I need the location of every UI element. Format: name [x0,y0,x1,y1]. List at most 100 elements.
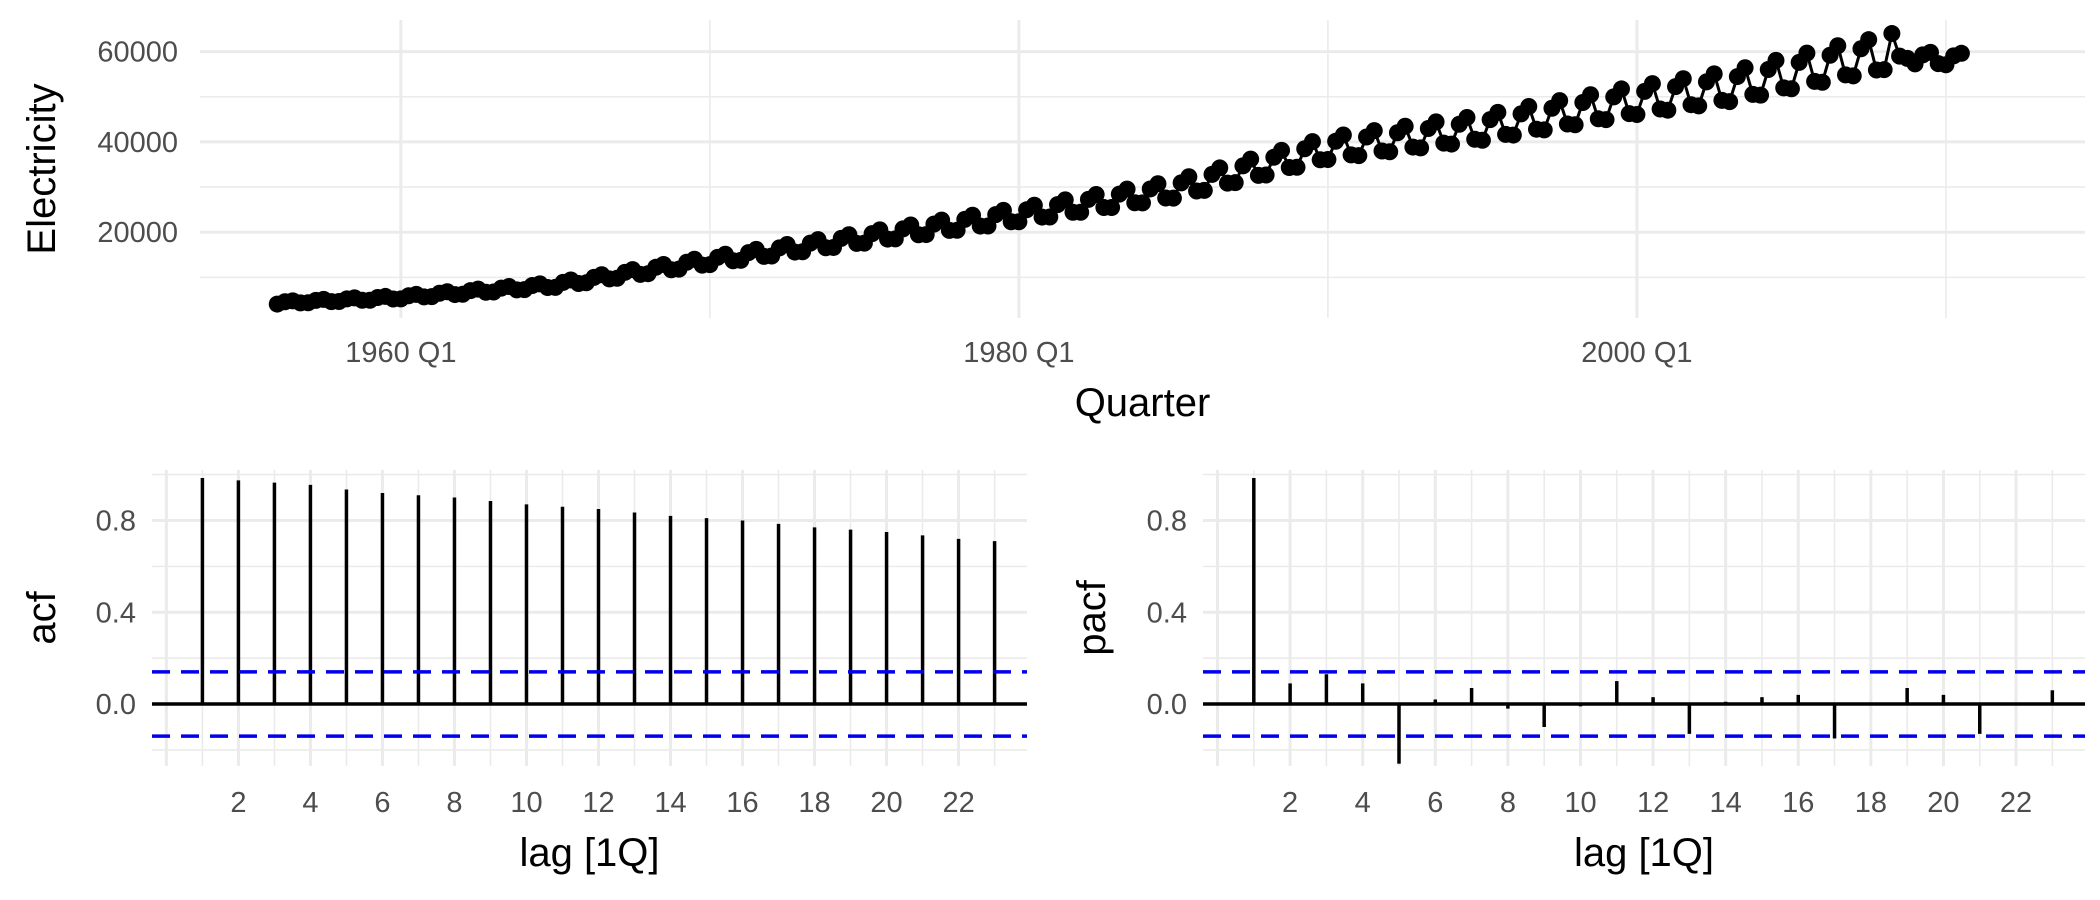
acf-x-tick-labels: 2 4 6 8 10 12 14 16 18 20 22 [230,787,974,819]
data-point [1566,116,1584,134]
acf-y-axis-title: acf [20,590,64,644]
x-tick-label: 8 [1500,787,1516,819]
data-point [1813,73,1831,91]
time-series-y-axis-title: Electricity [20,83,64,254]
x-tick-label: 8 [446,787,462,819]
acf-x-axis-title: lag [1Q] [519,831,659,875]
data-point [1782,80,1800,98]
data-point [1690,97,1708,115]
pacf-x-tick-labels: 2 4 6 8 10 12 14 16 18 20 22 [1282,787,2032,819]
x-tick-label: 16 [1782,787,1814,819]
data-point [1582,86,1600,104]
x-tick-label: 10 [1564,787,1596,819]
data-point [1211,159,1229,177]
data-point [1396,117,1414,135]
time-series-x-axis-title: Quarter [1075,381,1211,425]
pacf-confidence-bounds [1203,670,2085,738]
x-tick-label: 22 [942,787,974,819]
pacf-x-axis-title: lag [1Q] [1574,831,1714,875]
x-tick-label: 12 [1637,787,1669,819]
y-tick-label: 0.8 [1147,505,1187,537]
y-tick-label: 0.8 [96,505,136,537]
data-point [1056,191,1074,209]
data-point [1072,203,1090,221]
y-tick-label: 20000 [97,217,178,249]
data-point [1504,126,1522,144]
data-point [1829,37,1847,55]
data-point [1597,111,1615,129]
data-point [1103,199,1121,217]
data-point [1381,143,1399,161]
data-point [1458,108,1476,126]
pacf-spikes [1252,478,2055,764]
data-point [1767,51,1785,69]
data-point [1535,121,1553,139]
y-tick-label: 60000 [97,37,178,69]
pacf-gridlines [1203,470,2085,766]
data-point [1443,135,1461,153]
x-tick-label: 1960 Q1 [345,337,456,369]
x-tick-label: 6 [1427,787,1443,819]
data-point [1319,151,1337,169]
data-point [1705,65,1723,83]
electricity-time-series-panel: 20000 40000 60000 1960 Q1 1980 Q1 2000 Q1 Qu… [20,20,2085,425]
electricity-series-points [268,25,1970,313]
x-tick-label: 18 [798,787,830,819]
acf-gridlines [152,470,1027,766]
data-point [1752,86,1770,104]
data-point [1628,105,1646,123]
x-tick-label: 20 [1927,787,1959,819]
y-tick-label: 40000 [97,127,178,159]
data-point [1195,181,1213,199]
data-point [1350,147,1368,165]
data-point [1334,126,1352,144]
x-tick-label: 14 [654,787,686,819]
data-point [1674,70,1692,88]
time-series-x-tick-labels: 1960 Q1 1980 Q1 2000 Q1 [345,337,1692,369]
x-tick-label: 6 [374,787,390,819]
data-point [1875,61,1893,79]
data-point [1551,92,1569,110]
data-point [1134,194,1151,212]
data-point [1412,139,1430,157]
data-point [1226,174,1244,192]
data-point [1844,67,1862,85]
data-point [1860,31,1878,49]
data-point [1736,59,1754,77]
data-point [1118,180,1136,198]
y-tick-label: 0.0 [96,689,136,721]
x-tick-label: 4 [302,787,318,819]
data-point [1242,150,1260,168]
x-tick-label: 18 [1855,787,1887,819]
data-point [1473,131,1491,149]
y-tick-label: 0.4 [1147,597,1187,629]
data-point [1273,141,1291,159]
x-tick-label: 12 [582,787,614,819]
data-point [1303,133,1321,151]
time-series-y-tick-labels: 20000 40000 60000 [97,37,178,250]
data-point [1365,122,1383,140]
data-point [1721,93,1739,111]
data-point [1180,168,1198,186]
data-point [1149,175,1167,193]
data-point [1612,80,1630,98]
x-tick-label: 22 [2000,787,2032,819]
data-point [1952,44,1970,62]
pacf-y-axis-title: pacf [1070,579,1114,655]
pacf-y-tick-labels: 0.0 0.4 0.8 [1147,505,1187,721]
x-tick-label: 2 [230,787,246,819]
data-point [1041,208,1059,226]
data-point [1659,101,1677,119]
x-tick-label: 2 [1282,787,1298,819]
data-point [1257,166,1275,184]
data-point [1288,158,1306,176]
x-tick-label: 2000 Q1 [1581,337,1692,369]
x-tick-label: 4 [1355,787,1371,819]
data-point [1643,75,1661,93]
data-point [1427,113,1445,131]
data-point [1164,189,1182,207]
data-point [1520,97,1538,115]
data-point [1087,186,1105,204]
x-tick-label: 20 [870,787,902,819]
